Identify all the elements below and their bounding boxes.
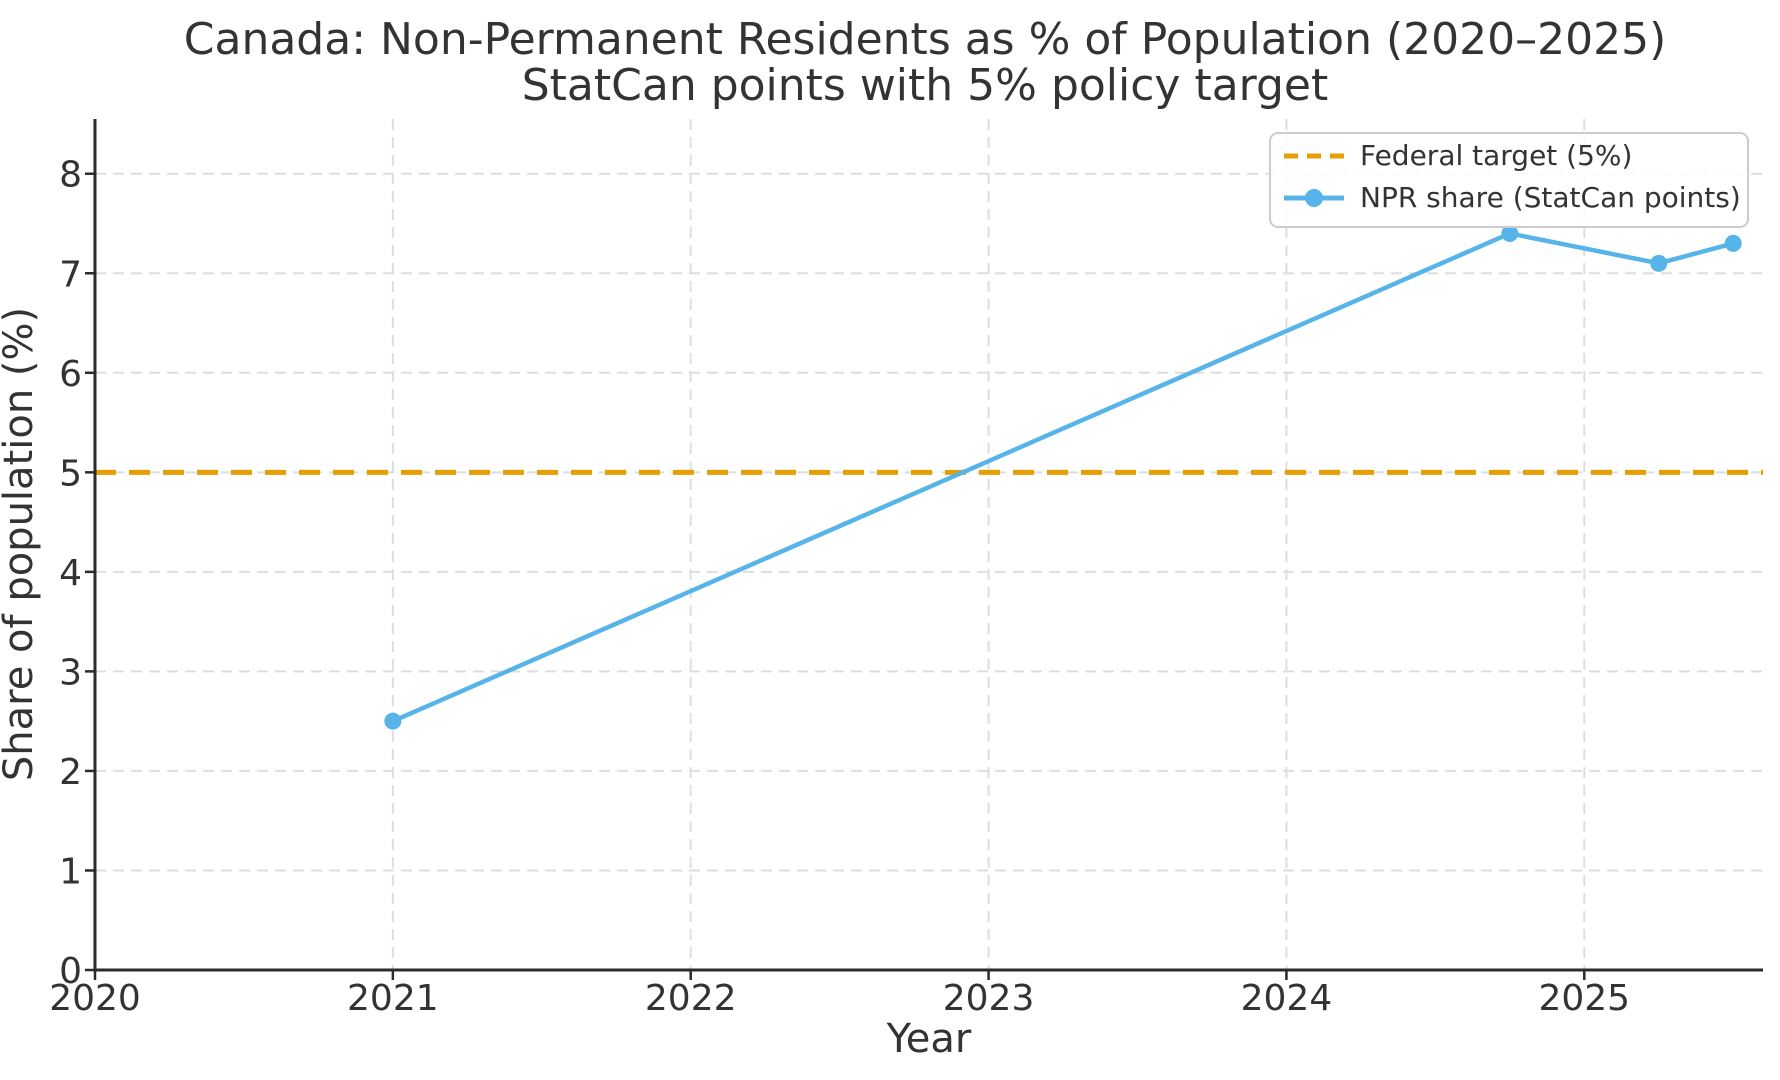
- y-axis-label: Share of population (%): [0, 307, 42, 781]
- line-marker-icon: [1305, 189, 1323, 207]
- x-tick-label: 2022: [645, 978, 737, 1019]
- data-point: [384, 712, 402, 730]
- y-tick-label: 2: [59, 752, 82, 793]
- npr-line: [390, 231, 1736, 724]
- y-tick-label: 6: [59, 354, 82, 395]
- data-point: [1724, 234, 1742, 252]
- y-tick-label: 4: [59, 553, 82, 594]
- x-tick-label: 2020: [49, 978, 141, 1019]
- data-point: [1650, 254, 1668, 272]
- legend-label-npr-share: NPR share (StatCan points): [1360, 181, 1741, 214]
- legend: Federal target (5%) NPR share (StatCan p…: [1269, 132, 1749, 228]
- x-tick-label: 2025: [1538, 978, 1630, 1019]
- x-tick-label: 2023: [943, 978, 1035, 1019]
- y-tick-label: 8: [59, 155, 82, 196]
- legend-label-federal-target: Federal target (5%): [1360, 139, 1632, 172]
- axes-layer: 2020 2021 2022 2023 2024 2025 0 1 2 3 4 5 6 7 8: [49, 119, 1763, 1019]
- x-tick-label: 2024: [1241, 978, 1333, 1019]
- chart-title: Canada: Non-Permanent Residents as % of …: [184, 14, 1666, 65]
- data-point: [1501, 224, 1519, 242]
- y-tick-label: 1: [59, 851, 82, 892]
- y-tick-label: 3: [59, 652, 82, 693]
- legend-entry-federal-target: Federal target (5%): [1284, 139, 1632, 172]
- chart-subtitle: StatCan points with 5% policy target: [522, 60, 1329, 111]
- legend-entry-npr-share: NPR share (StatCan points): [1284, 181, 1741, 214]
- x-tick-label: 2021: [347, 978, 439, 1019]
- legend-frame: [1269, 132, 1749, 228]
- y-tick-label: 0: [59, 951, 82, 992]
- x-axis-label: Year: [886, 1016, 972, 1062]
- grid-layer: [95, 119, 1763, 970]
- series-layer: [95, 224, 1763, 730]
- y-tick-label: 5: [59, 453, 82, 494]
- y-tick-label: 7: [59, 254, 82, 295]
